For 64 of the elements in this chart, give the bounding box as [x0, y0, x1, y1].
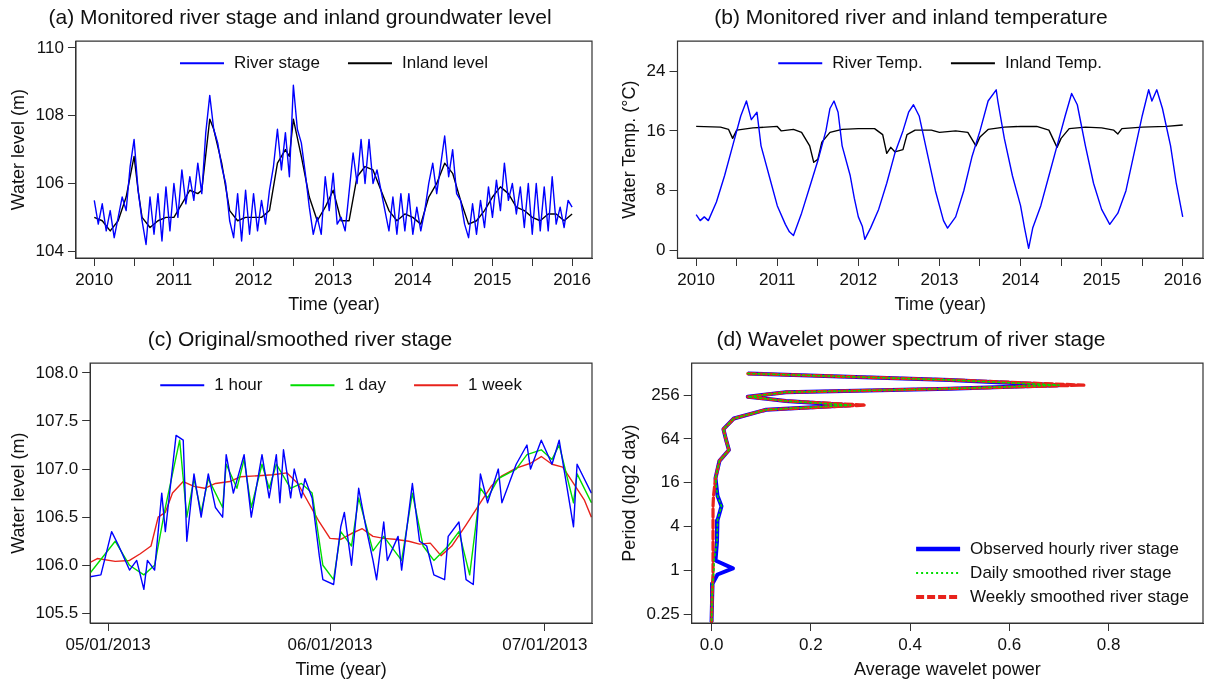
y-tick-label: 108 [35, 105, 64, 125]
x-tick-label: 2016 [1163, 269, 1202, 289]
x-tick-label: 2012 [234, 269, 273, 289]
y-tick-label: 0 [656, 240, 666, 260]
legend-label: Inland level [401, 52, 488, 72]
y-tick-label: 104 [35, 240, 64, 260]
chart-title: (c) Original/smoothed river stage [147, 327, 453, 351]
y-tick-label: 106.0 [35, 554, 79, 574]
chart-title: (d) Wavelet power spectrum of river stage [716, 327, 1106, 351]
legend-label: Weekly smoothed river stage [970, 586, 1190, 606]
x-tick-label: 2015 [473, 269, 512, 289]
x-axis-title: Average wavelet power [853, 659, 1041, 680]
y-tick-label: 106.5 [35, 506, 79, 526]
chart-title: (a) Monitored river stage and inland groundwater level [48, 5, 552, 29]
y-axis-title: Period (log2 day) [618, 424, 639, 562]
y-tick-label: 8 [656, 180, 666, 200]
y-tick-label: 64 [660, 428, 680, 448]
y-tick-label: 107.0 [35, 458, 79, 478]
y-axis-title: Water level (m) [7, 432, 28, 554]
legend-label: Daily smoothed river stage [970, 562, 1172, 582]
y-axis-title: Water level (m) [7, 88, 28, 211]
x-tick-label: 2013 [920, 269, 959, 289]
x-tick-label: 2015 [1082, 269, 1121, 289]
x-tick-label: 2012 [839, 269, 878, 289]
legend-label: 1 week [468, 374, 523, 394]
legend-label: River Temp. [832, 52, 923, 72]
y-tick-label: 256 [651, 384, 680, 404]
y-tick-label: 0.25 [646, 604, 680, 624]
x-tick-label: 06/01/2013 [287, 634, 373, 654]
x-tick-label: 2014 [393, 269, 432, 289]
y-tick-label: 106 [35, 173, 64, 193]
legend-label: River stage [233, 52, 320, 72]
x-tick-label: 0.6 [997, 634, 1022, 654]
x-tick-label: 05/01/2013 [65, 634, 151, 654]
x-axis-title: Time (year) [295, 659, 387, 680]
x-axis-title: Time (year) [288, 294, 380, 315]
x-tick-label: 2014 [1001, 269, 1040, 289]
y-tick-label: 16 [660, 472, 680, 492]
legend-label: Inland Temp. [1004, 52, 1102, 72]
x-axis-title: Time (year) [894, 294, 986, 315]
x-tick-label: 2010 [677, 269, 716, 289]
x-tick-label: 2011 [758, 269, 796, 289]
y-tick-label: 108.0 [35, 362, 79, 382]
legend-label: 1 day [344, 374, 387, 394]
legend-label: 1 hour [214, 374, 263, 394]
x-tick-label: 0.4 [898, 634, 922, 654]
y-tick-label: 110 [36, 37, 64, 57]
x-tick-label: 0.0 [699, 634, 724, 654]
y-tick-label: 16 [646, 120, 666, 140]
legend-label: Observed hourly river stage [970, 538, 1179, 558]
x-tick-label: 07/01/2013 [502, 634, 588, 654]
x-tick-label: 2010 [75, 269, 114, 289]
x-tick-label: 0.2 [799, 634, 823, 654]
x-tick-label: 0.8 [1096, 634, 1121, 654]
x-tick-label: 2016 [553, 269, 592, 289]
x-tick-label: 2011 [155, 269, 193, 289]
chart-title: (b) Monitored river and inland temperature [714, 5, 1108, 29]
y-tick-label: 105.5 [35, 603, 79, 623]
y-tick-label: 4 [670, 516, 680, 536]
y-tick-label: 107.5 [35, 410, 79, 430]
y-tick-label: 1 [670, 560, 680, 580]
x-tick-label: 2013 [314, 269, 353, 289]
y-axis-title: Water Temp. (°C) [618, 80, 639, 219]
y-tick-label: 24 [646, 60, 666, 80]
